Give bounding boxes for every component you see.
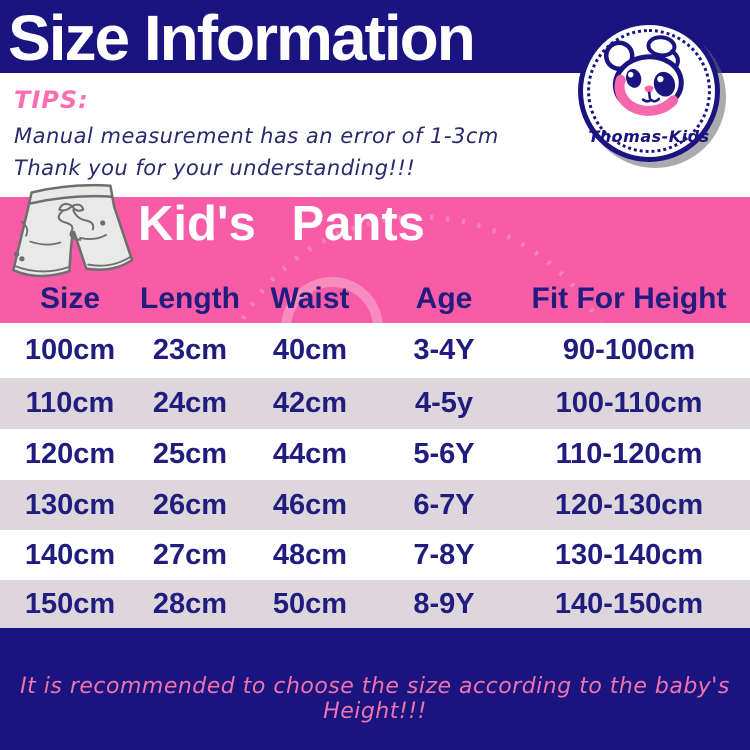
table-cell: 7-8Y: [413, 538, 475, 571]
column-header: Fit For Height: [531, 282, 727, 315]
footer-banner: It is recommended to choose the size acc…: [0, 628, 750, 750]
table-cell: 140cm: [24, 538, 116, 571]
table-cell: 130cm: [24, 488, 116, 521]
table-cell: 44cm: [272, 438, 348, 470]
column-header: Waist: [270, 282, 350, 315]
table-cell: 8-9Y: [413, 587, 475, 620]
column-header: Size: [39, 282, 101, 315]
column-header: Age: [415, 282, 473, 315]
table-cell: 100-110cm: [555, 387, 703, 419]
tips-line-2: Thank you for your understanding!!!: [14, 156, 416, 180]
table-row: 150cm 28cm 50cm 8-9Y 140-150cm: [0, 580, 750, 628]
table-cell: 6-7Y: [413, 488, 475, 521]
tips-heading: TIPS:: [14, 86, 89, 114]
column-header: Length: [140, 282, 240, 315]
table-body: 100cm 23cm 40cm 3-4Y 90-100cm 110cm 24cm 42cm 4-…: [0, 323, 750, 628]
table-cell: 48cm: [272, 538, 348, 571]
table-row: 100cm 23cm 40cm 3-4Y 90-100cm: [0, 323, 750, 378]
logo-dotted-ring: [587, 29, 711, 153]
tips-line-1: Manual measurement has an error of 1-3cm: [14, 124, 499, 148]
table-cell: 23cm: [152, 334, 228, 366]
table-cell: 150cm: [24, 587, 116, 620]
table-cell: 26cm: [152, 488, 228, 521]
table-cell: 90-100cm: [562, 334, 696, 366]
table-cell: 25cm: [152, 438, 228, 470]
table-cell: 42cm: [272, 387, 348, 419]
table-row: 120cm 25cm 44cm 5-6Y 110-120cm: [0, 429, 750, 480]
table-cell: 130-140cm: [554, 538, 704, 571]
table-row: 110cm 24cm 42cm 4-5y 100-110cm: [0, 378, 750, 429]
page-title: Size Information: [8, 2, 476, 74]
table-cell: 46cm: [272, 488, 348, 521]
table-row: 130cm 26cm 46cm 6-7Y 120-130cm: [0, 480, 750, 530]
table-cell: 140-150cm: [554, 587, 704, 620]
footer-note: It is recommended to choose the size acc…: [20, 674, 730, 724]
table-cell: 120-130cm: [554, 488, 704, 521]
table-header-row: Size Length Waist Age Fit For Height: [0, 275, 750, 323]
table-cell: 110-120cm: [555, 438, 703, 470]
table-row: 140cm 27cm 48cm 7-8Y 130-140cm: [0, 530, 750, 580]
table-cell: 120cm: [24, 438, 116, 470]
table-cell: 50cm: [272, 587, 348, 620]
table-cell: 28cm: [152, 587, 228, 620]
table-cell: 100cm: [24, 334, 116, 366]
brand-name: Thomas-Kids: [588, 127, 710, 146]
table-cell: 40cm: [272, 334, 348, 366]
bear-logo-icon: [603, 35, 684, 116]
brand-logo: Thomas-Kids: [578, 20, 720, 162]
table-cell: 3-4Y: [413, 334, 475, 366]
table-cell: 4-5y: [414, 387, 474, 419]
table-cell: 24cm: [152, 387, 228, 419]
table-cell: 5-6Y: [413, 438, 475, 470]
tips-section: TIPS: Manual measurement has an error of…: [14, 86, 499, 184]
section-title: Kid's Pants: [138, 197, 425, 251]
table-cell: 27cm: [152, 538, 228, 571]
table-cell: 110cm: [25, 387, 115, 419]
